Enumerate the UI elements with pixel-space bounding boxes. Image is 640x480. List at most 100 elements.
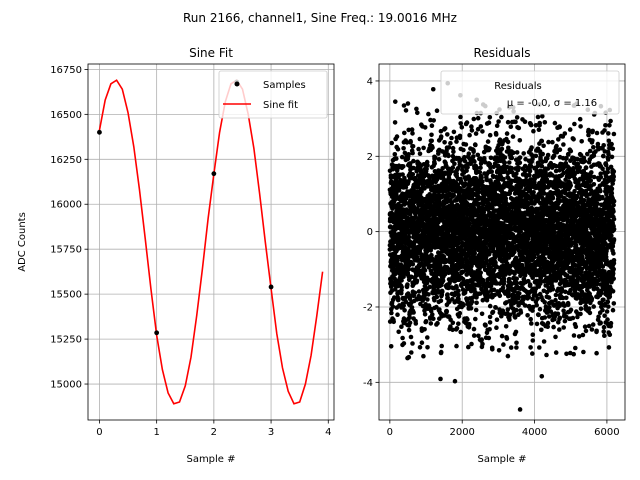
residual-point [487,115,493,120]
residual-point [501,176,506,182]
residual-point [422,125,428,130]
residual-point [423,319,429,324]
residual-point [400,172,405,177]
residual-point [459,125,465,130]
residual-point [461,303,466,308]
residual-point [463,142,469,147]
residual-point [507,160,512,165]
residual-point [492,292,498,298]
residual-point [426,292,431,297]
residual-point [403,108,409,113]
residual-point [411,158,416,164]
figure-suptitle: Run 2166, channel1, Sine Freq.: 19.0016 … [183,11,457,25]
residual-point [541,339,547,344]
residual-point [518,310,524,315]
x-tick-label: 2 [211,427,217,438]
residual-point [412,290,418,296]
residual-point [557,147,563,152]
residual-point [564,295,569,301]
residual-point [537,120,542,126]
residual-point [455,166,461,171]
residual-point [511,186,516,191]
residual-point [544,352,549,358]
residual-point [545,324,550,330]
residual-point [392,120,398,125]
residual-point [472,159,477,164]
residual-point [421,272,427,278]
residual-point [485,139,491,144]
residual-point [513,329,519,335]
residual-point [404,140,410,145]
residual-point [389,140,395,146]
residual-point [411,310,416,315]
residual-point [554,149,560,155]
residual-point [533,153,539,159]
residual-point [406,327,412,333]
residual-point [538,278,543,284]
residual-point [517,291,522,296]
residual-point [396,188,402,193]
residual-point [493,132,499,137]
residual-point [546,139,551,145]
residual-point [417,345,423,350]
residual-point [527,282,533,287]
y-tick-label: 15500 [50,290,82,301]
residual-point [516,165,521,170]
residual-point [484,257,489,263]
residual-point [557,303,562,309]
residual-point [469,299,475,305]
residual-point [485,237,491,243]
residual-point [401,164,406,169]
residual-point [473,307,479,313]
residual-point [456,240,461,246]
residual-point [507,317,512,323]
residual-point [526,278,531,284]
sine-fit-chart: Sine Fit 0 1 2 3 415000152501550015750160001… [17,46,335,465]
residual-point [473,131,479,136]
residual-point [543,173,549,179]
residual-point [419,340,425,346]
residual-point [440,166,446,171]
residual-point [409,127,415,132]
residual-point [388,344,394,349]
y-tick-label: 16000 [50,200,82,211]
residual-point [465,317,470,322]
residual-point [422,268,428,273]
residual-point [472,206,478,212]
residual-point [395,312,400,318]
sine-fit-xlabel: Sample # [186,454,235,465]
residual-point [451,149,456,154]
residual-point [446,145,452,150]
residual-point [561,142,566,147]
residual-point [503,272,508,277]
residual-point [434,294,440,300]
residual-point [466,151,472,156]
residual-point [472,250,478,256]
residual-point [474,165,479,170]
residual-point [436,157,442,162]
residual-point [490,205,495,210]
x-tick-label: 3 [268,427,274,438]
residual-point [534,302,539,308]
residual-point [449,135,454,141]
residual-point [511,150,516,156]
residual-point [416,146,421,152]
residual-point [429,123,435,128]
residual-point [438,134,444,139]
residual-point [459,164,465,169]
residual-point [408,334,414,340]
residual-point [545,152,551,158]
residual-point [497,293,503,299]
residuals-title: Residuals [474,46,531,60]
residual-point [556,137,561,142]
residual-point [504,131,510,136]
residual-point [392,152,398,157]
residual-point [410,144,416,149]
residual-point [398,262,404,268]
residual-point [474,300,479,306]
residual-point [562,318,568,324]
residual-point [464,120,470,125]
residual-point [553,292,559,298]
residual-point [406,127,412,133]
